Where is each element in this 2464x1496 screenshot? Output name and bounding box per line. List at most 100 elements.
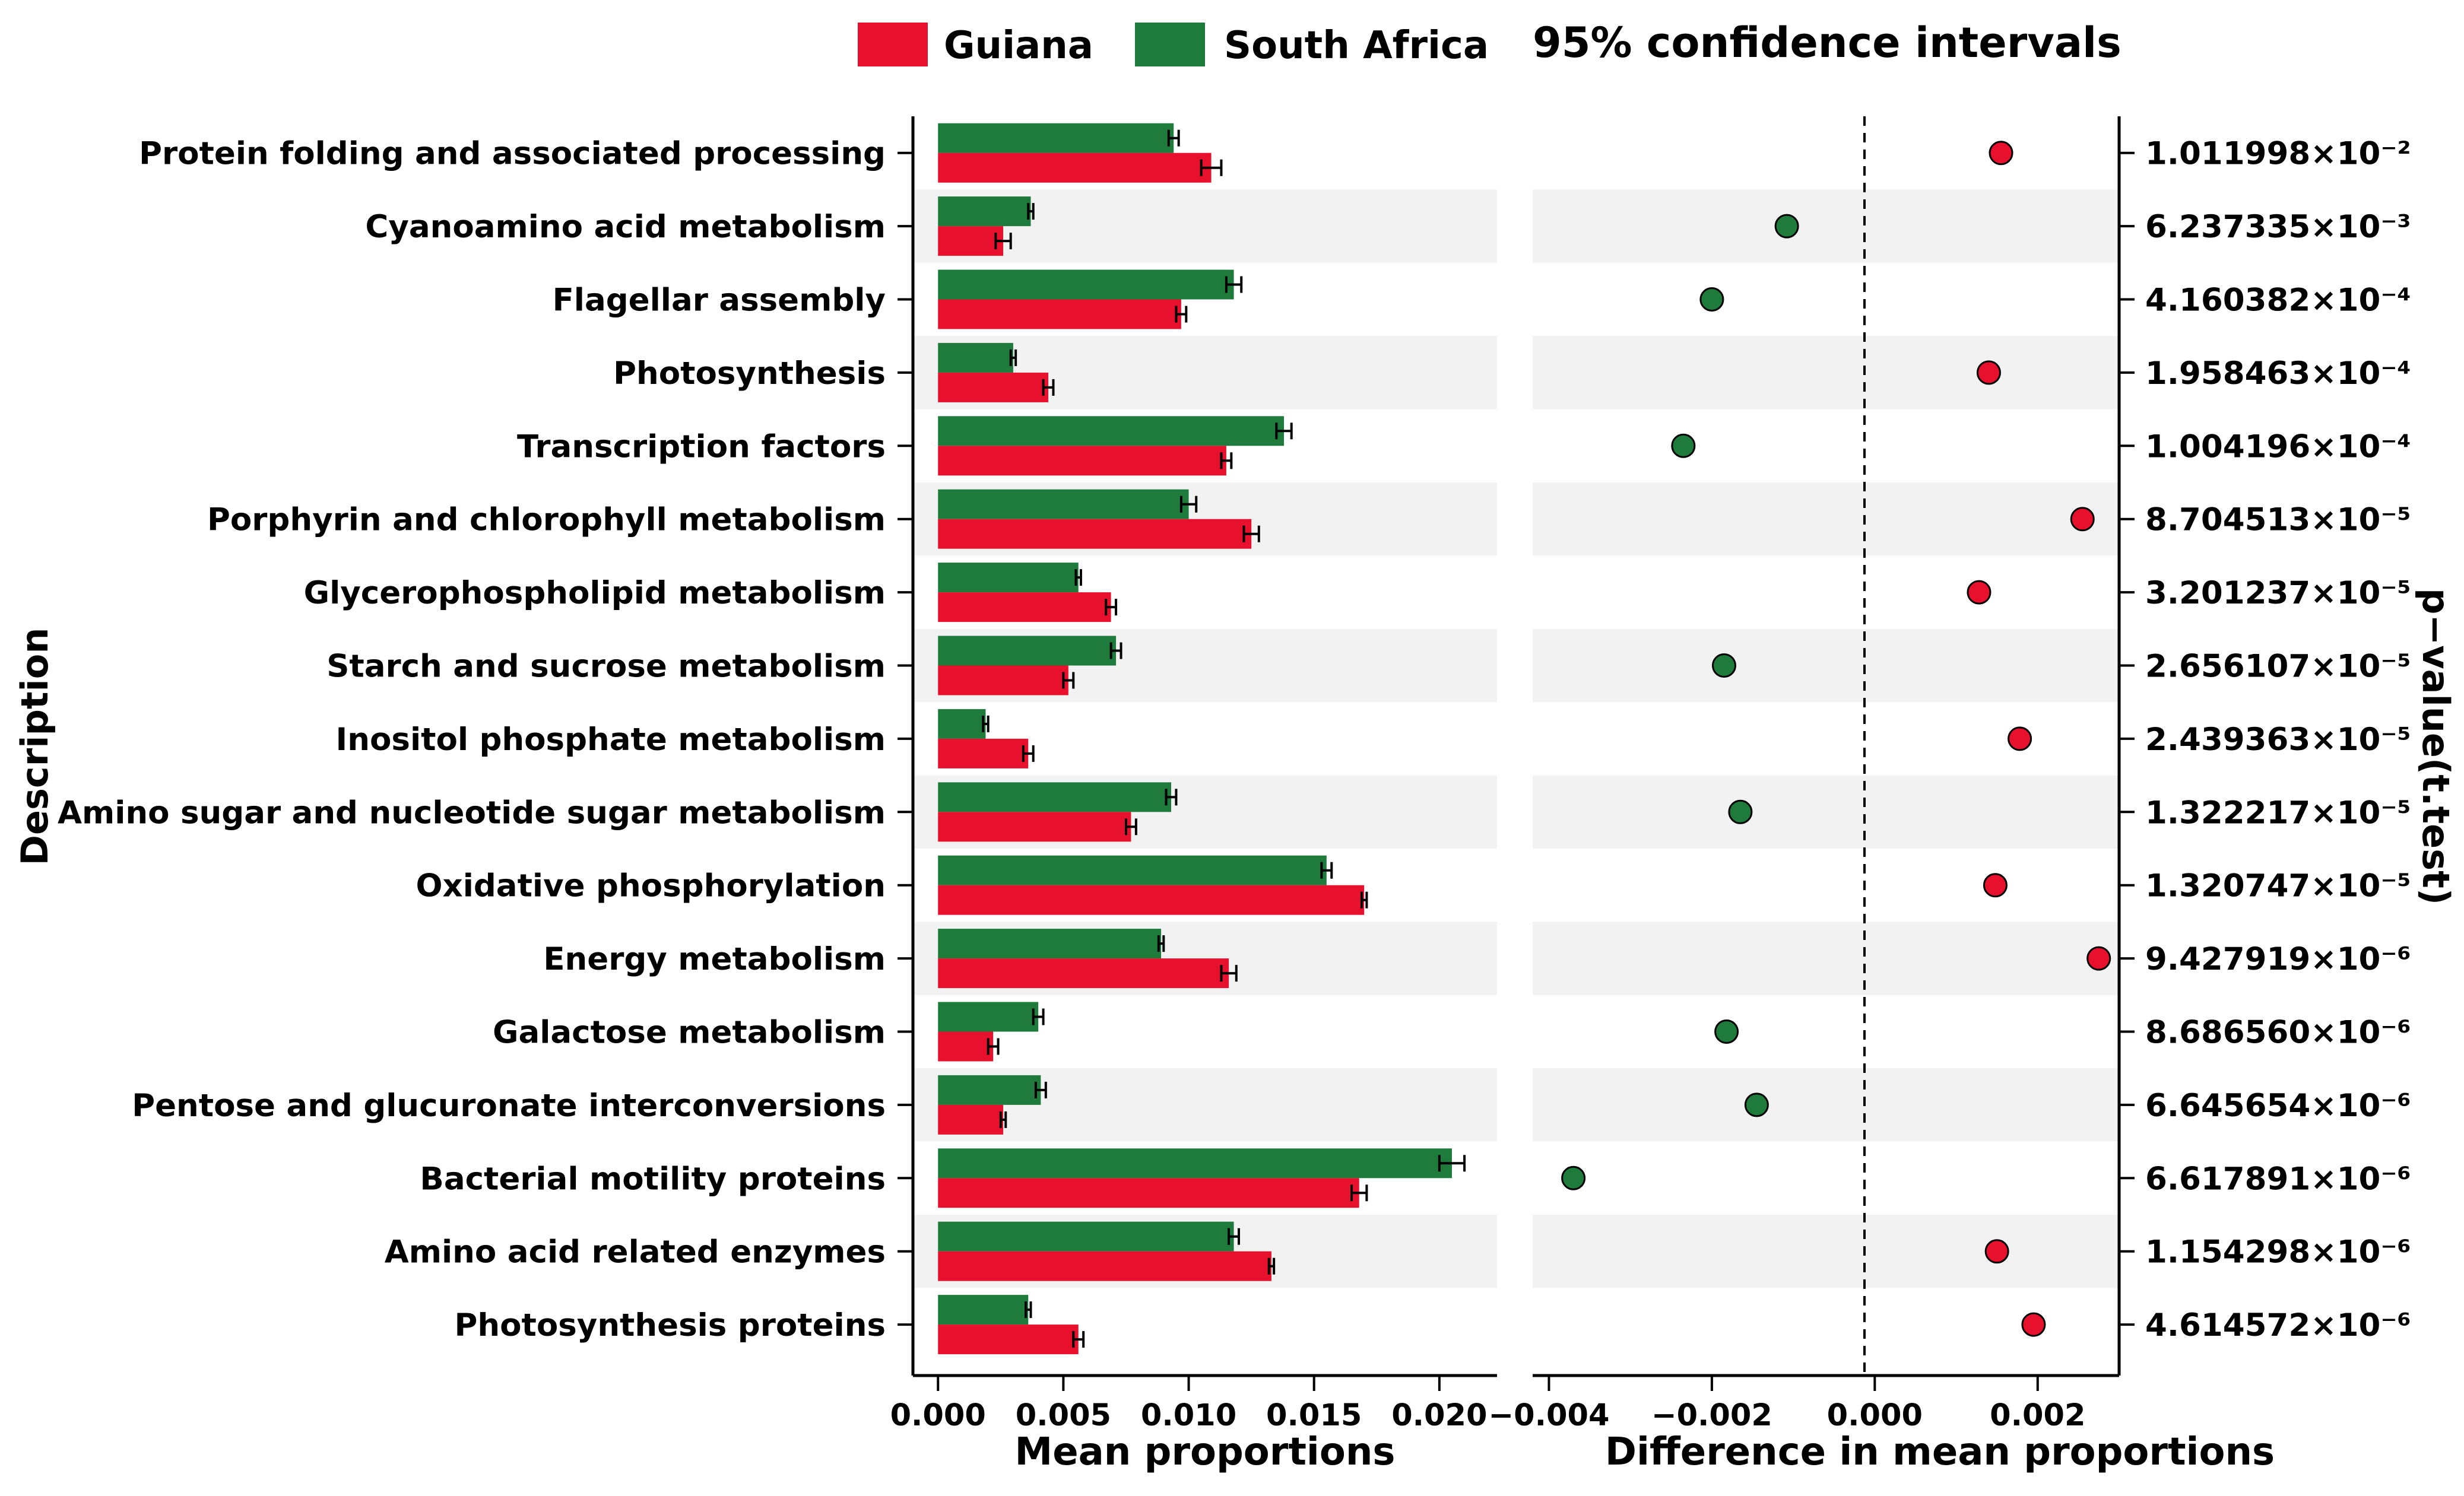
- bar-south-africa-photosynthesis-proteins: [938, 1295, 1028, 1325]
- bar-south-africa-bacterial-motility-proteins: [938, 1148, 1452, 1178]
- difference-point-bacterial-motility-proteins: [1562, 1167, 1585, 1189]
- p-value-photosynthesis-proteins: 4.614572×10⁻⁶: [2145, 1307, 2411, 1343]
- p-value-glycerophospholipid-metabolism: 3.201237×10⁻⁵: [2145, 575, 2411, 611]
- difference-point-amino-acid-related-enzymes: [1986, 1240, 2008, 1263]
- left-x-axis-label: Mean proportions: [1015, 1430, 1396, 1474]
- bar-guiana-galactose-metabolism: [938, 1032, 993, 1062]
- right-x-tick-label: −0.004: [1488, 1398, 1609, 1433]
- difference-point-galactose-metabolism: [1715, 1021, 1738, 1043]
- bar-guiana-starch-and-sucrose-metabolism: [938, 666, 1068, 695]
- left-x-tick-label: 0.005: [1016, 1398, 1111, 1433]
- p-value-amino-acid-related-enzymes: 1.154298×10⁻⁶: [2145, 1234, 2411, 1271]
- stripe-right-energy-metabolism: [1533, 922, 2119, 995]
- difference-point-inositol-phosphate-metabolism: [2009, 728, 2031, 750]
- difference-point-oxidative-phosphorylation: [1984, 874, 2006, 897]
- bar-south-africa-cyanoamino-acid-metabolism: [938, 196, 1030, 226]
- stripe-right-pentose-and-glucuronate-interconversions: [1533, 1068, 2119, 1141]
- difference-point-flagellar-assembly: [1701, 288, 1723, 311]
- p-value-cyanoamino-acid-metabolism: 6.237335×10⁻³: [2145, 209, 2411, 245]
- bar-guiana-cyanoamino-acid-metabolism: [938, 226, 1003, 256]
- legend-swatch-south-africa: [1135, 23, 1205, 66]
- bar-south-africa-porphyrin-and-chlorophyll-metabolism: [938, 490, 1188, 519]
- difference-point-energy-metabolism: [2088, 947, 2110, 970]
- y-axis-label-description: Description: [13, 627, 56, 865]
- difference-point-glycerophospholipid-metabolism: [1968, 581, 1990, 604]
- category-label-porphyrin-and-chlorophyll-metabolism: Porphyrin and chlorophyll metabolism: [207, 502, 886, 538]
- bar-guiana-photosynthesis: [938, 373, 1048, 402]
- legend-swatch-guiana: [858, 23, 928, 66]
- right-x-tick-label: 0.002: [1990, 1398, 2085, 1433]
- p-value-flagellar-assembly: 4.160382×10⁻⁴: [2145, 282, 2411, 319]
- category-label-amino-sugar-and-nucleotide-sugar-metabolism: Amino sugar and nucleotide sugar metabol…: [58, 795, 886, 831]
- category-label-oxidative-phosphorylation: Oxidative phosphorylation: [416, 868, 886, 904]
- difference-points: [1562, 142, 2110, 1336]
- category-label-bacterial-motility-proteins: Bacterial motility proteins: [420, 1161, 886, 1197]
- bar-guiana-inositol-phosphate-metabolism: [938, 739, 1028, 768]
- bar-south-africa-starch-and-sucrose-metabolism: [938, 636, 1116, 666]
- bar-south-africa-protein-folding-and-associated-processing: [938, 123, 1174, 153]
- p-value-bacterial-motility-proteins: 6.617891×10⁻⁶: [2145, 1161, 2411, 1197]
- p-value-amino-sugar-and-nucleotide-sugar-metabolism: 1.322217×10⁻⁵: [2145, 795, 2411, 831]
- bar-south-africa-transcription-factors: [938, 416, 1284, 446]
- bar-guiana-bacterial-motility-proteins: [938, 1178, 1359, 1208]
- category-label-photosynthesis-proteins: Photosynthesis proteins: [455, 1307, 886, 1343]
- p-value-labels: 1.011998×10⁻² 6.237335×10⁻³ 4.160382×10⁻⁴ 1…: [2119, 136, 2411, 1343]
- left-x-tick-label: 0.015: [1266, 1398, 1362, 1433]
- right-x-tick-label: 0.000: [1827, 1398, 1923, 1433]
- difference-point-protein-folding-and-associated-processing: [1990, 142, 2012, 164]
- bar-guiana-oxidative-phosphorylation: [938, 885, 1364, 915]
- category-label-starch-and-sucrose-metabolism: Starch and sucrose metabolism: [326, 649, 886, 685]
- stripe-right-amino-sugar-and-nucleotide-sugar-metabolism: [1533, 776, 2119, 849]
- bar-guiana-photosynthesis-proteins: [938, 1325, 1078, 1354]
- p-value-pentose-and-glucuronate-interconversions: 6.645654×10⁻⁶: [2145, 1088, 2411, 1124]
- stripe-right-amino-acid-related-enzymes: [1533, 1215, 2119, 1288]
- category-label-glycerophospholipid-metabolism: Glycerophospholipid metabolism: [304, 575, 886, 611]
- bar-south-africa-pentose-and-glucuronate-interconversions: [938, 1075, 1041, 1105]
- p-value-protein-folding-and-associated-processing: 1.011998×10⁻²: [2145, 136, 2411, 172]
- bar-guiana-transcription-factors: [938, 446, 1226, 475]
- bar-guiana-porphyrin-and-chlorophyll-metabolism: [938, 519, 1251, 549]
- category-label-pentose-and-glucuronate-interconversions: Pentose and glucuronate interconversions: [132, 1088, 886, 1124]
- category-label-inositol-phosphate-metabolism: Inositol phosphate metabolism: [336, 722, 886, 758]
- bar-guiana-glycerophospholipid-metabolism: [938, 592, 1111, 622]
- difference-point-amino-sugar-and-nucleotide-sugar-metabolism: [1729, 801, 1752, 823]
- category-label-photosynthesis: Photosynthesis: [613, 355, 886, 392]
- category-label-amino-acid-related-enzymes: Amino acid related enzymes: [385, 1234, 886, 1271]
- bar-south-africa-photosynthesis: [938, 343, 1013, 373]
- bars-layer: [938, 123, 1464, 1354]
- bar-guiana-amino-sugar-and-nucleotide-sugar-metabolism: [938, 812, 1131, 841]
- bar-south-africa-glycerophospholipid-metabolism: [938, 563, 1078, 592]
- difference-point-cyanoamino-acid-metabolism: [1775, 215, 1798, 237]
- bar-guiana-pentose-and-glucuronate-interconversions: [938, 1105, 1003, 1135]
- p-value-photosynthesis: 1.958463×10⁻⁴: [2145, 355, 2411, 392]
- p-value-transcription-factors: 1.004196×10⁻⁴: [2145, 428, 2411, 465]
- p-value-porphyrin-and-chlorophyll-metabolism: 8.704513×10⁻⁵: [2145, 502, 2411, 538]
- bar-south-africa-flagellar-assembly: [938, 270, 1233, 300]
- stripe-right-starch-and-sucrose-metabolism: [1533, 629, 2119, 702]
- bar-south-africa-oxidative-phosphorylation: [938, 856, 1327, 885]
- right-x-tick-label: −0.002: [1651, 1398, 1772, 1433]
- difference-point-pentose-and-glucuronate-interconversions: [1745, 1094, 1768, 1116]
- p-value-inositol-phosphate-metabolism: 2.439363×10⁻⁵: [2145, 722, 2411, 758]
- p-value-galactose-metabolism: 8.686560×10⁻⁶: [2145, 1015, 2411, 1051]
- category-label-transcription-factors: Transcription factors: [517, 428, 886, 465]
- category-label-galactose-metabolism: Galactose metabolism: [493, 1015, 886, 1051]
- category-labels: Protein folding and associated processin…: [58, 136, 913, 1343]
- difference-point-transcription-factors: [1672, 434, 1695, 457]
- left-x-tick-label: 0.010: [1141, 1398, 1236, 1433]
- legend: Guiana South Africa 95% confidence inter…: [858, 18, 2121, 68]
- bar-guiana-protein-folding-and-associated-processing: [938, 153, 1211, 183]
- stripe-right-porphyrin-and-chlorophyll-metabolism: [1533, 482, 2119, 555]
- stripe-right-photosynthesis: [1533, 336, 2119, 409]
- bar-south-africa-galactose-metabolism: [938, 1002, 1038, 1032]
- right-x-axis-label: Difference in mean proportions: [1605, 1430, 2275, 1474]
- stripe-right-cyanoamino-acid-metabolism: [1533, 189, 2119, 262]
- left-x-tick-label: 0.000: [890, 1398, 986, 1433]
- left-x-tick-label: 0.020: [1391, 1398, 1487, 1433]
- bar-south-africa-amino-acid-related-enzymes: [938, 1222, 1233, 1252]
- category-label-cyanoamino-acid-metabolism: Cyanoamino acid metabolism: [365, 209, 886, 245]
- legend-title: 95% confidence intervals: [1533, 18, 2121, 67]
- bar-south-africa-inositol-phosphate-metabolism: [938, 709, 985, 739]
- bar-guiana-amino-acid-related-enzymes: [938, 1252, 1271, 1281]
- category-label-energy-metabolism: Energy metabolism: [543, 941, 886, 977]
